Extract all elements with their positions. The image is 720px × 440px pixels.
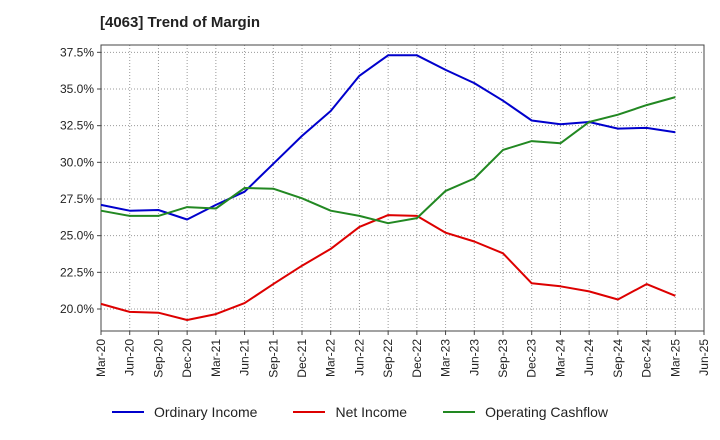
x-tick-label: Jun-24 bbox=[582, 339, 596, 376]
x-tick-label: Dec-21 bbox=[295, 339, 309, 378]
series-line-ordinary-income bbox=[100, 54, 676, 221]
legend-swatch bbox=[443, 411, 476, 413]
plot-frame bbox=[100, 44, 705, 332]
x-tick-label: Dec-20 bbox=[180, 339, 194, 378]
legend: Ordinary Income Net Income Operating Cashf… bbox=[0, 404, 720, 420]
x-tick-label: Mar-20 bbox=[94, 339, 108, 377]
y-tick-label: 32.5% bbox=[60, 119, 94, 133]
legend-swatch bbox=[293, 411, 326, 413]
x-tick-label: Sep-21 bbox=[266, 339, 280, 378]
x-tick-label: Sep-23 bbox=[496, 339, 510, 378]
legend-label: Operating Cashflow bbox=[485, 404, 609, 420]
x-tick-label: Mar-21 bbox=[209, 339, 223, 377]
x-tick-label: Sep-24 bbox=[611, 339, 625, 378]
x-tick-label: Sep-20 bbox=[151, 339, 165, 378]
series-line-net-income bbox=[100, 214, 676, 321]
x-tick-label: Mar-22 bbox=[324, 339, 338, 377]
y-tick-label: 25.0% bbox=[60, 229, 94, 243]
y-tick-label: 22.5% bbox=[60, 265, 94, 279]
legend-label: Ordinary Income bbox=[153, 404, 258, 420]
y-tick-label: 30.0% bbox=[60, 155, 94, 169]
y-tick-label: 35.0% bbox=[60, 82, 94, 96]
x-tick-label: Dec-24 bbox=[640, 339, 654, 378]
x-tick-label: Dec-23 bbox=[525, 339, 539, 378]
legend-item-operating-cashflow: Operating Cashflow bbox=[443, 404, 608, 420]
x-tick-label: Jun-20 bbox=[123, 339, 137, 376]
legend-label: Net Income bbox=[335, 404, 408, 420]
legend-item-ordinary-income: Ordinary Income bbox=[111, 404, 258, 420]
x-tick-label: Mar-23 bbox=[439, 339, 453, 377]
x-tick-label: Jun-22 bbox=[352, 339, 366, 376]
grid-layer bbox=[100, 45, 705, 331]
axis-layer: Mar-20 Jun-20 Sep-20 Dec-20 Mar-21 Jun-21 Sep-… bbox=[60, 44, 711, 378]
legend-item-net-income: Net Income bbox=[293, 404, 407, 420]
y-tick-label: 37.5% bbox=[60, 45, 94, 59]
x-tick-label: Sep-22 bbox=[381, 339, 395, 378]
x-tick-label: Mar-24 bbox=[553, 339, 567, 377]
x-tick-label: Mar-25 bbox=[668, 339, 682, 377]
x-tick-label: Jun-23 bbox=[467, 339, 481, 376]
x-tick-label: Jun-25 bbox=[697, 339, 711, 376]
x-tick-label: Dec-22 bbox=[410, 339, 424, 378]
series-layer bbox=[100, 54, 676, 321]
y-tick-label: 27.5% bbox=[60, 192, 94, 206]
legend-swatch bbox=[111, 411, 144, 413]
chart-title: [4063] Trend of Margin bbox=[100, 14, 261, 31]
series-line-operating-cashflow bbox=[100, 96, 676, 225]
x-tick-label: Jun-21 bbox=[238, 339, 252, 376]
y-tick-label: 20.0% bbox=[60, 302, 94, 316]
